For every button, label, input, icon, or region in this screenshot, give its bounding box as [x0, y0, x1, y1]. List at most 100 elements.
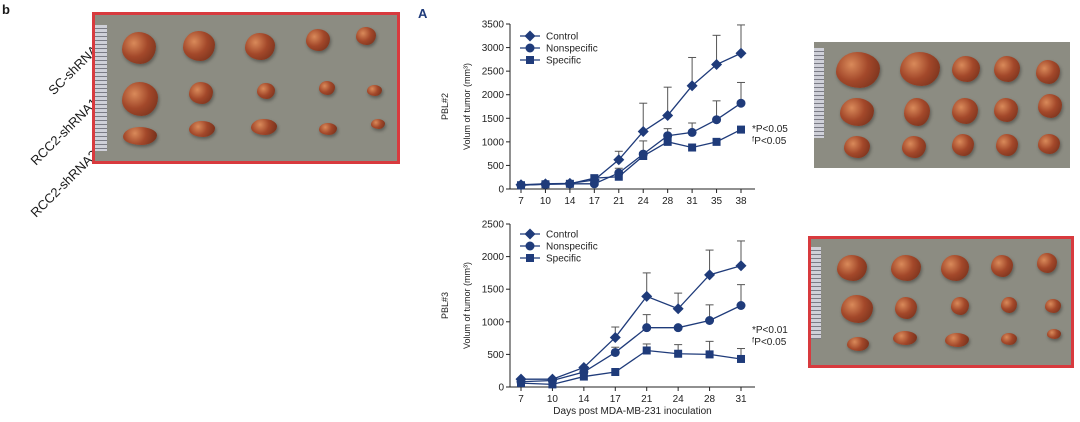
tumor: [991, 255, 1013, 277]
data-point-specific: [611, 368, 620, 377]
panel-label: PBL#3: [440, 292, 450, 319]
data-point-specific: [517, 379, 525, 388]
y-axis-label: Volum of tumor (mm³): [462, 262, 472, 349]
legend-marker-nonspecific: [525, 241, 535, 251]
x-tick-label: 21: [613, 196, 625, 207]
y-tick-label: 0: [498, 383, 504, 394]
tumor: [891, 255, 921, 281]
series-line-control: [521, 265, 742, 380]
tumor: [356, 27, 376, 45]
tumor: [1037, 253, 1057, 273]
data-point-specific: [541, 180, 550, 189]
data-point-specific: [565, 179, 574, 188]
tumor: [847, 337, 869, 351]
y-tick-label: 2000: [482, 252, 505, 263]
x-tick-label: 28: [704, 394, 716, 405]
significance-annotation: *P<0.05: [752, 124, 788, 135]
data-point-specific: [639, 152, 648, 160]
x-tick-label: 24: [638, 196, 650, 207]
panel-a-letter: A: [418, 6, 428, 21]
tumor: [996, 134, 1018, 156]
series-line-nonspecific: [520, 304, 742, 383]
legend-label: Specific: [546, 254, 581, 265]
legend-marker-control: [524, 30, 536, 42]
significance-annotation: ᶠP<0.05: [752, 136, 787, 147]
x-tick-label: 31: [735, 394, 747, 405]
significance-annotation: *P<0.01: [752, 325, 788, 336]
tumor: [904, 98, 930, 126]
tumor: [952, 98, 978, 124]
y-tick-label: 0: [498, 185, 504, 196]
tumor: [841, 295, 873, 323]
x-tick-label: 31: [687, 196, 699, 207]
tumor: [895, 297, 917, 319]
x-tick-label: 10: [540, 196, 552, 207]
tumor: [257, 83, 275, 99]
data-point-control: [641, 290, 653, 302]
data-point-nonspecific: [610, 347, 620, 357]
tumor: [844, 136, 870, 158]
y-tick-label: 3500: [482, 20, 505, 31]
y-tick-label: 2500: [482, 67, 505, 78]
y-tick-label: 1000: [482, 137, 505, 148]
photo-ruler: [814, 48, 824, 138]
data-point-control: [704, 269, 716, 281]
tumor-photo-pbl2: [814, 42, 1070, 168]
data-point-nonspecific: [712, 115, 722, 125]
tumor: [306, 29, 330, 51]
data-point-specific: [579, 372, 588, 381]
tumor: [1038, 134, 1060, 154]
legend-marker-specific: [526, 56, 534, 64]
data-point-control: [613, 154, 625, 166]
legend-label: Nonspecific: [546, 242, 598, 253]
data-point-control: [637, 125, 649, 137]
tumor: [893, 331, 917, 345]
legend-label: Specific: [546, 56, 581, 67]
x-tick-label: 7: [518, 394, 524, 405]
tumor: [1045, 299, 1061, 313]
tumor: [183, 31, 215, 61]
tumor: [1001, 333, 1017, 345]
data-point-control: [609, 331, 621, 343]
y-tick-label: 2000: [482, 90, 505, 101]
data-point-specific: [705, 350, 714, 359]
data-point-nonspecific: [705, 315, 715, 325]
x-tick-label: 21: [641, 394, 653, 405]
tumor: [122, 82, 158, 116]
x-tick-label: 35: [711, 196, 723, 207]
data-point-nonspecific: [687, 127, 697, 137]
legend-marker-specific: [526, 254, 534, 262]
tumor-volume-chart-pbl3: 0 500 1000 1500 2000 2500 7 10 14 17 21 24 28 31 Volum…: [440, 220, 788, 418]
legend-marker-control: [524, 228, 536, 240]
data-point-specific: [548, 380, 557, 389]
tumor: [245, 33, 275, 60]
legend-label: Nonspecific: [546, 44, 598, 55]
x-tick-label: 28: [662, 196, 674, 207]
significance-annotation: ᶠP<0.05: [752, 337, 787, 348]
series-line-specific: [520, 129, 742, 186]
tumor: [951, 297, 969, 315]
data-point-control: [662, 109, 674, 121]
x-tick-label: 14: [564, 196, 576, 207]
y-tick-label: 2500: [482, 220, 505, 231]
tumor: [1001, 297, 1017, 313]
tumor: [994, 56, 1020, 82]
data-point-control: [672, 303, 684, 315]
tumor-photo-panel-b: [92, 12, 400, 164]
tumor: [952, 56, 980, 82]
tumor-volume-chart-pbl2: 0 500 1000 1500 2000 2500 3000 3500 7 10 14 17 21 24 2…: [440, 20, 788, 208]
data-point-specific: [517, 181, 525, 190]
panel-label: PBL#2: [440, 93, 450, 120]
tumor: [122, 32, 156, 64]
x-tick-label: 17: [610, 394, 622, 405]
data-point-control: [735, 260, 747, 272]
tumor: [189, 121, 215, 137]
tumor: [251, 119, 277, 135]
tumor: [994, 98, 1018, 122]
data-point-nonspecific: [736, 301, 746, 310]
tumor: [945, 333, 969, 347]
tumor: [189, 82, 213, 104]
data-point-specific: [688, 143, 697, 152]
tumor: [319, 123, 337, 135]
data-point-specific: [614, 172, 623, 181]
